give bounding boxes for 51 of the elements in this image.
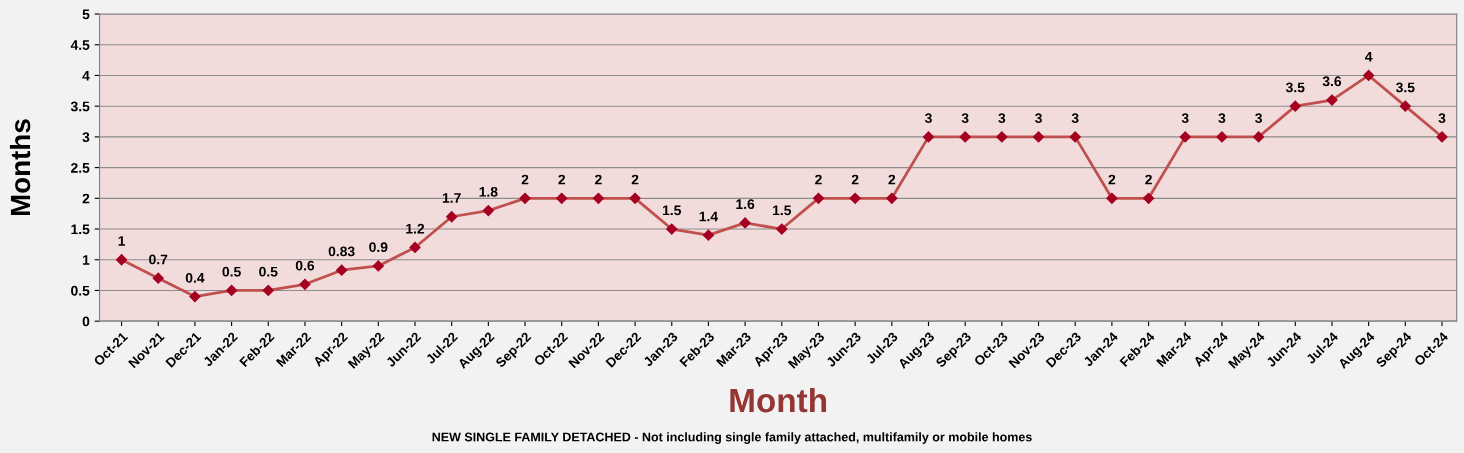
x-axis-title: Month xyxy=(730,387,827,413)
data-label: 1.7 xyxy=(442,193,461,203)
y-tick-label: 3 xyxy=(82,132,90,143)
data-label: 3 xyxy=(1181,113,1189,124)
y-tick-label: 0 xyxy=(82,316,90,327)
data-label: 0.83 xyxy=(328,246,355,257)
y-tick-label: 1 xyxy=(82,255,90,265)
data-label: 3 xyxy=(1255,113,1262,124)
data-label: 1.2 xyxy=(406,223,425,234)
data-label: 3 xyxy=(1035,113,1042,124)
data-label: 1.6 xyxy=(736,199,755,210)
y-tick-label: 0.5 xyxy=(71,285,90,296)
y-tick-label: 4.5 xyxy=(70,40,90,50)
data-label: 1.8 xyxy=(479,186,498,197)
y-tick-label: 5 xyxy=(82,9,90,20)
data-label: 2 xyxy=(815,174,822,185)
data-label: 2 xyxy=(631,174,639,185)
data-label: 2 xyxy=(558,174,566,185)
data-label: 0.9 xyxy=(369,242,388,253)
data-label: 2 xyxy=(1108,174,1116,185)
data-label: 0.5 xyxy=(259,266,278,277)
data-label: 1.5 xyxy=(773,205,792,216)
text: NEW SINGLE FAMILY DETACHED - Not including single family attached, multifamily or mobile homes xyxy=(432,432,1032,444)
data-label: 2 xyxy=(1145,174,1152,185)
data-label: 2 xyxy=(595,174,602,185)
data-label: 0.4 xyxy=(185,272,205,283)
data-label: 3.5 xyxy=(1285,82,1305,93)
y-tick-label: 2 xyxy=(82,193,90,204)
data-label: 2 xyxy=(521,174,529,185)
data-label: 3 xyxy=(1438,113,1446,124)
data-label: 3 xyxy=(1218,113,1226,124)
data-label: 0.5 xyxy=(222,266,241,277)
data-label: 3 xyxy=(1071,113,1079,124)
data-label: 3.6 xyxy=(1322,76,1342,87)
data-label: 4 xyxy=(1365,51,1373,62)
y-tick-label: 2.5 xyxy=(71,162,90,173)
data-label: 0.6 xyxy=(295,260,315,271)
y-axis-title: Months xyxy=(9,119,31,216)
data-label: 3 xyxy=(961,113,969,124)
data-label: 3 xyxy=(998,113,1006,124)
data-label: 2 xyxy=(888,174,896,185)
data-label: 0.7 xyxy=(149,254,168,265)
data-label: 1.4 xyxy=(699,211,719,222)
y-tick-label: 3.5 xyxy=(70,101,90,112)
y-tick-label: 4 xyxy=(82,70,90,81)
data-label: 2 xyxy=(851,174,859,185)
data-label: 1.5 xyxy=(662,205,682,216)
y-tick-label: 1.5 xyxy=(71,224,90,235)
data-label: 3 xyxy=(924,113,932,124)
data-label: 1 xyxy=(118,236,126,246)
data-label: 3.5 xyxy=(1396,82,1415,93)
